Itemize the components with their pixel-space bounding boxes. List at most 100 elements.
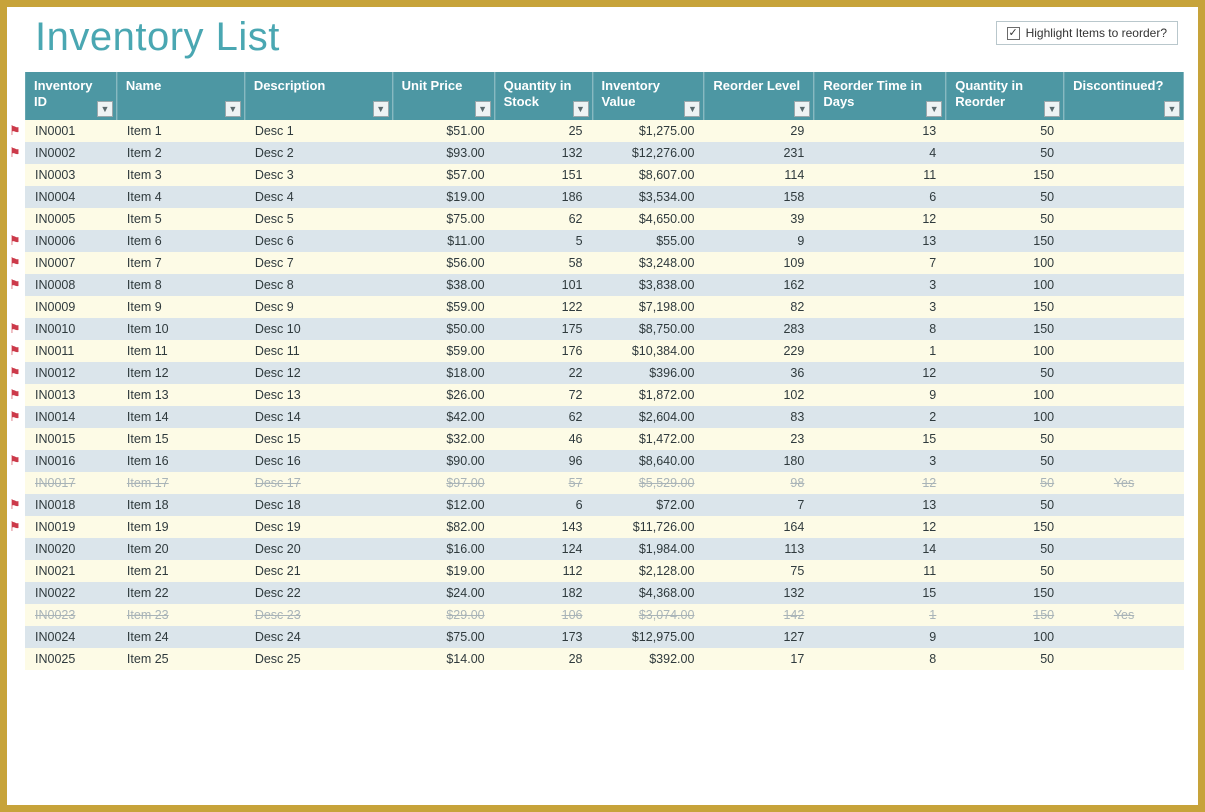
cell-id[interactable]: IN0007 bbox=[25, 256, 117, 270]
cell-reorder_level[interactable]: 142 bbox=[704, 608, 814, 622]
filter-dropdown-icon[interactable]: ▼ bbox=[1044, 101, 1060, 117]
cell-unit_price[interactable]: $12.00 bbox=[393, 498, 495, 512]
cell-unit_price[interactable]: $82.00 bbox=[393, 520, 495, 534]
table-row[interactable]: IN0003Item 3Desc 3$57.00151$8,607.001141… bbox=[25, 164, 1184, 186]
cell-unit_price[interactable]: $50.00 bbox=[393, 322, 495, 336]
cell-inv_value[interactable]: $8,750.00 bbox=[593, 322, 705, 336]
table-row[interactable]: ⚑IN0002Item 2Desc 2$93.00132$12,276.0023… bbox=[25, 142, 1184, 164]
cell-reorder_time[interactable]: 1 bbox=[814, 608, 946, 622]
cell-name[interactable]: Item 9 bbox=[117, 300, 245, 314]
cell-unit_price[interactable]: $59.00 bbox=[393, 344, 495, 358]
table-row[interactable]: IN0023Item 23Desc 23$29.00106$3,074.0014… bbox=[25, 604, 1184, 626]
cell-inv_value[interactable]: $5,529.00 bbox=[593, 476, 705, 490]
cell-reorder_time[interactable]: 4 bbox=[814, 146, 946, 160]
cell-desc[interactable]: Desc 1 bbox=[245, 124, 393, 138]
table-row[interactable]: IN0025Item 25Desc 25$14.0028$392.0017850 bbox=[25, 648, 1184, 670]
cell-qty_stock[interactable]: 143 bbox=[495, 520, 593, 534]
cell-qty_reorder[interactable]: 50 bbox=[946, 542, 1064, 556]
table-row[interactable]: IN0021Item 21Desc 21$19.00112$2,128.0075… bbox=[25, 560, 1184, 582]
cell-desc[interactable]: Desc 5 bbox=[245, 212, 393, 226]
cell-desc[interactable]: Desc 16 bbox=[245, 454, 393, 468]
cell-name[interactable]: Item 8 bbox=[117, 278, 245, 292]
cell-qty_stock[interactable]: 28 bbox=[495, 652, 593, 666]
cell-reorder_time[interactable]: 9 bbox=[814, 388, 946, 402]
table-row[interactable]: IN0015Item 15Desc 15$32.0046$1,472.00231… bbox=[25, 428, 1184, 450]
cell-inv_value[interactable]: $8,607.00 bbox=[593, 168, 705, 182]
cell-qty_stock[interactable]: 46 bbox=[495, 432, 593, 446]
cell-id[interactable]: IN0020 bbox=[25, 542, 117, 556]
cell-name[interactable]: Item 10 bbox=[117, 322, 245, 336]
cell-unit_price[interactable]: $57.00 bbox=[393, 168, 495, 182]
cell-reorder_time[interactable]: 6 bbox=[814, 190, 946, 204]
cell-qty_reorder[interactable]: 50 bbox=[946, 652, 1064, 666]
cell-qty_reorder[interactable]: 150 bbox=[946, 520, 1064, 534]
cell-discontinued[interactable]: Yes bbox=[1064, 476, 1184, 490]
cell-id[interactable]: IN0024 bbox=[25, 630, 117, 644]
cell-reorder_level[interactable]: 283 bbox=[704, 322, 814, 336]
cell-desc[interactable]: Desc 10 bbox=[245, 322, 393, 336]
cell-reorder_level[interactable]: 39 bbox=[704, 212, 814, 226]
cell-desc[interactable]: Desc 18 bbox=[245, 498, 393, 512]
cell-qty_stock[interactable]: 182 bbox=[495, 586, 593, 600]
cell-unit_price[interactable]: $19.00 bbox=[393, 564, 495, 578]
cell-reorder_level[interactable]: 180 bbox=[704, 454, 814, 468]
cell-reorder_level[interactable]: 29 bbox=[704, 124, 814, 138]
filter-dropdown-icon[interactable]: ▼ bbox=[225, 101, 241, 117]
cell-reorder_time[interactable]: 2 bbox=[814, 410, 946, 424]
cell-qty_stock[interactable]: 62 bbox=[495, 410, 593, 424]
cell-inv_value[interactable]: $10,384.00 bbox=[593, 344, 705, 358]
cell-desc[interactable]: Desc 22 bbox=[245, 586, 393, 600]
cell-name[interactable]: Item 19 bbox=[117, 520, 245, 534]
cell-name[interactable]: Item 2 bbox=[117, 146, 245, 160]
cell-reorder_level[interactable]: 82 bbox=[704, 300, 814, 314]
cell-name[interactable]: Item 18 bbox=[117, 498, 245, 512]
cell-inv_value[interactable]: $4,368.00 bbox=[593, 586, 705, 600]
cell-inv_value[interactable]: $1,984.00 bbox=[593, 542, 705, 556]
cell-desc[interactable]: Desc 7 bbox=[245, 256, 393, 270]
column-header-inv_value[interactable]: Inventory Value▼ bbox=[593, 72, 705, 120]
cell-name[interactable]: Item 4 bbox=[117, 190, 245, 204]
cell-id[interactable]: IN0016 bbox=[25, 454, 117, 468]
cell-desc[interactable]: Desc 24 bbox=[245, 630, 393, 644]
cell-reorder_time[interactable]: 8 bbox=[814, 322, 946, 336]
cell-id[interactable]: IN0025 bbox=[25, 652, 117, 666]
cell-name[interactable]: Item 24 bbox=[117, 630, 245, 644]
cell-qty_reorder[interactable]: 50 bbox=[946, 432, 1064, 446]
cell-unit_price[interactable]: $56.00 bbox=[393, 256, 495, 270]
cell-unit_price[interactable]: $24.00 bbox=[393, 586, 495, 600]
cell-desc[interactable]: Desc 17 bbox=[245, 476, 393, 490]
cell-qty_reorder[interactable]: 50 bbox=[946, 564, 1064, 578]
cell-unit_price[interactable]: $93.00 bbox=[393, 146, 495, 160]
cell-qty_stock[interactable]: 72 bbox=[495, 388, 593, 402]
column-header-reorder_time[interactable]: Reorder Time in Days▼ bbox=[814, 72, 946, 120]
column-header-discontinued[interactable]: Discontinued?▼ bbox=[1064, 72, 1184, 120]
table-row[interactable]: IN0005Item 5Desc 5$75.0062$4,650.0039125… bbox=[25, 208, 1184, 230]
cell-name[interactable]: Item 25 bbox=[117, 652, 245, 666]
cell-id[interactable]: IN0011 bbox=[25, 344, 117, 358]
highlight-reorder-checkbox[interactable]: ✓ Highlight Items to reorder? bbox=[996, 21, 1178, 45]
column-header-qty_stock[interactable]: Quantity in Stock▼ bbox=[495, 72, 593, 120]
cell-qty_stock[interactable]: 58 bbox=[495, 256, 593, 270]
cell-id[interactable]: IN0004 bbox=[25, 190, 117, 204]
cell-reorder_time[interactable]: 1 bbox=[814, 344, 946, 358]
cell-reorder_level[interactable]: 75 bbox=[704, 564, 814, 578]
cell-name[interactable]: Item 23 bbox=[117, 608, 245, 622]
table-row[interactable]: ⚑IN0014Item 14Desc 14$42.0062$2,604.0083… bbox=[25, 406, 1184, 428]
filter-dropdown-icon[interactable]: ▼ bbox=[1164, 101, 1180, 117]
cell-inv_value[interactable]: $1,472.00 bbox=[593, 432, 705, 446]
cell-qty_reorder[interactable]: 100 bbox=[946, 278, 1064, 292]
cell-inv_value[interactable]: $3,074.00 bbox=[593, 608, 705, 622]
cell-inv_value[interactable]: $1,275.00 bbox=[593, 124, 705, 138]
cell-inv_value[interactable]: $4,650.00 bbox=[593, 212, 705, 226]
cell-name[interactable]: Item 7 bbox=[117, 256, 245, 270]
cell-reorder_time[interactable]: 14 bbox=[814, 542, 946, 556]
table-row[interactable]: ⚑IN0010Item 10Desc 10$50.00175$8,750.002… bbox=[25, 318, 1184, 340]
cell-reorder_time[interactable]: 3 bbox=[814, 278, 946, 292]
cell-reorder_level[interactable]: 83 bbox=[704, 410, 814, 424]
cell-desc[interactable]: Desc 11 bbox=[245, 344, 393, 358]
cell-inv_value[interactable]: $7,198.00 bbox=[593, 300, 705, 314]
column-header-name[interactable]: Name▼ bbox=[117, 72, 245, 120]
table-row[interactable]: ⚑IN0011Item 11Desc 11$59.00176$10,384.00… bbox=[25, 340, 1184, 362]
cell-reorder_level[interactable]: 231 bbox=[704, 146, 814, 160]
cell-id[interactable]: IN0017 bbox=[25, 476, 117, 490]
